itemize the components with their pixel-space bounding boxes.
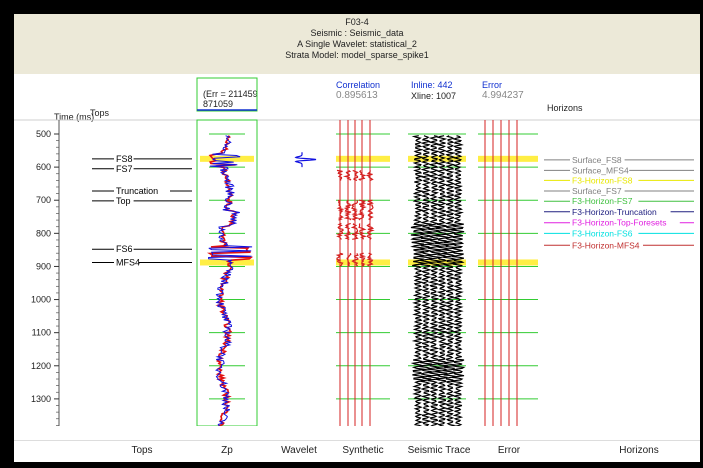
footer-tops-label[interactable]: Tops xyxy=(131,445,153,456)
synthetic-wiggle xyxy=(367,199,374,221)
zp-error-readout: (Err = 211459 871059 xyxy=(203,89,258,109)
synthetic-wiggle xyxy=(336,222,344,240)
horizon-name: Surface_MFS4 xyxy=(572,165,629,175)
synthetic-wiggle xyxy=(350,223,360,240)
wavelet-curve xyxy=(294,152,317,168)
correlation-label: Correlation xyxy=(336,80,381,90)
synthetic-wiggle xyxy=(365,170,374,181)
synthetic-wiggle xyxy=(358,169,367,181)
correlation-value: 0.895613 xyxy=(336,90,378,101)
horizon-name: Surface_FS8 xyxy=(572,155,622,165)
header-banner: F03-4 Seismic : Seismic_data A Single Wa… xyxy=(14,14,700,74)
error-label: Error xyxy=(482,80,502,90)
well-tie-window: F03-4 Seismic : Seismic_data A Single Wa… xyxy=(14,14,700,462)
footer-seismic-trace-label[interactable]: Seismic Trace xyxy=(407,445,471,456)
footer-horizons-label[interactable]: Horizons xyxy=(619,445,659,456)
synthetic-wiggle xyxy=(335,252,344,267)
seismic-traces xyxy=(410,135,466,426)
time-ticks: 50060070080090010001100120013001400 xyxy=(31,129,59,426)
synthetic-wiggle xyxy=(350,200,360,221)
wavelet-trace xyxy=(294,152,317,168)
horizon-name: F3-Horizon-FS6 xyxy=(572,228,633,238)
top-name: FS7 xyxy=(116,164,133,174)
synthetic-wiggle xyxy=(366,223,375,240)
horizons-track: Surface_FS8Surface_MFS4F3-Horizon-FS8Sur… xyxy=(544,155,694,250)
synthetic-wiggle xyxy=(336,169,343,181)
horizon-name: F3-Horizon-MFS4 xyxy=(572,240,640,250)
time-tick-label: 900 xyxy=(36,261,51,271)
top-name: MFS4 xyxy=(116,257,140,267)
time-tick-label: 700 xyxy=(36,195,51,205)
time-tick-label: 1200 xyxy=(31,361,51,371)
seismic-wiggle xyxy=(450,135,466,426)
time-tick-label: 600 xyxy=(36,162,51,172)
horizon-name: F3-Horizon-FS7 xyxy=(572,196,633,206)
zp-log-curves xyxy=(206,135,254,426)
seismic-name: Seismic : Seismic_data xyxy=(310,28,404,38)
synthetic-wiggle xyxy=(358,223,368,240)
time-tick-label: 1100 xyxy=(32,328,51,338)
time-tick-label: 500 xyxy=(36,129,51,139)
footer-synthetic-label[interactable]: Synthetic xyxy=(342,445,384,456)
synthetic-wiggle xyxy=(352,169,359,181)
top-name: Top xyxy=(116,196,131,206)
footer-zp-label[interactable]: Zp xyxy=(221,445,233,456)
synthetic-wiggle xyxy=(359,252,367,267)
zp-panel-border xyxy=(196,119,258,426)
footer-wavelet-label[interactable]: Wavelet xyxy=(281,445,317,456)
time-tick-label: 1000 xyxy=(31,295,51,305)
horizon-name: F3-Horizon-FS8 xyxy=(572,175,633,185)
horizons-column-label: Horizons xyxy=(547,103,583,113)
synthetic-traces xyxy=(335,120,375,426)
horizon-highlight-band xyxy=(336,259,390,266)
zp-error-line1: (Err = 211459 xyxy=(203,89,258,99)
seismic-wiggle xyxy=(435,135,450,426)
synthetic-wiggle xyxy=(357,199,367,221)
top-name: FS8 xyxy=(116,154,133,164)
zp-blue-curve xyxy=(208,135,253,426)
synthetic-wiggle xyxy=(351,253,359,267)
well-tie-plot[interactable]: 50060070080090010001100120013001400 FS8F… xyxy=(14,14,700,426)
synthetic-wiggle xyxy=(343,222,352,240)
zp-header-box xyxy=(196,77,258,112)
zp-red-curve xyxy=(206,135,254,426)
synthetic-wiggle xyxy=(346,252,352,267)
time-grid xyxy=(209,133,538,400)
horizon-highlight-band xyxy=(478,155,538,162)
seismic-wiggle xyxy=(417,135,433,426)
synthetic-wiggle xyxy=(342,169,352,181)
strata-model-name: Strata Model: model_sparse_spike1 xyxy=(285,50,429,60)
horizon-highlight-band xyxy=(200,259,254,266)
zp-error-line2: 871059 xyxy=(203,99,234,109)
track-labels-footer: Tops Zp Wavelet Synthetic Seismic Trace … xyxy=(14,440,700,462)
well-name: F03-4 xyxy=(345,17,369,27)
horizon-highlight-band xyxy=(478,259,538,266)
time-tick-label: 800 xyxy=(36,228,51,238)
inline-label: Inline: 442 xyxy=(411,80,453,90)
horizon-highlight-band xyxy=(200,155,254,162)
horizon-highlight-band xyxy=(336,155,390,162)
seismic-wiggle xyxy=(442,135,458,426)
seismic-wiggle xyxy=(410,135,426,426)
top-name: FS6 xyxy=(116,244,133,254)
footer-error-label[interactable]: Error xyxy=(497,445,521,456)
tops-column-label: Tops xyxy=(90,108,110,118)
seismic-wiggle xyxy=(426,135,442,426)
synthetic-wiggle xyxy=(366,252,374,267)
synthetic-wiggle xyxy=(343,199,352,221)
time-axis-label: Time (ms) xyxy=(54,112,95,122)
horizon-name: F3-Horizon-Top-Foresets xyxy=(572,218,666,228)
error-traces xyxy=(484,120,518,426)
horizon-name: F3-Horizon-Truncation xyxy=(572,207,657,217)
synthetic-wiggle xyxy=(336,199,345,221)
xline-label: Xline: 1007 xyxy=(411,91,457,101)
time-tick-label: 1300 xyxy=(31,394,51,404)
horizon-name: Surface_FS7 xyxy=(572,186,622,196)
top-name: Truncation xyxy=(116,186,158,196)
wavelet-name: A Single Wavelet: statistical_2 xyxy=(297,39,417,49)
error-value: 4.994237 xyxy=(482,90,524,101)
